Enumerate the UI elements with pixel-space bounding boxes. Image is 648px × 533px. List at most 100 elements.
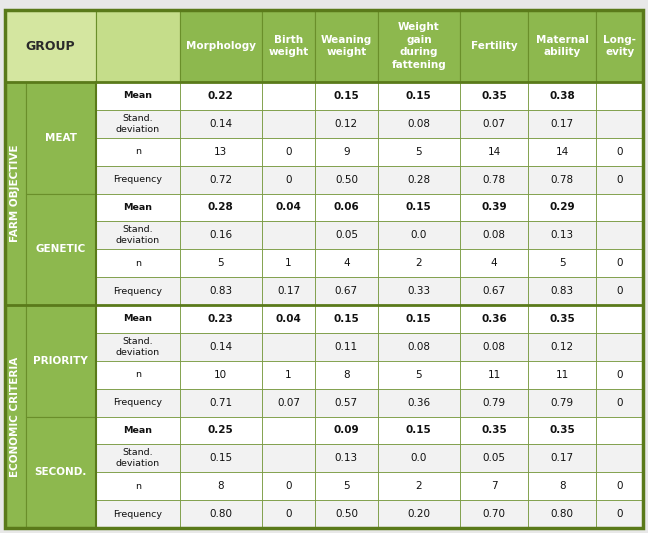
Text: 0.36: 0.36 [407,398,430,408]
Text: 0.50: 0.50 [335,175,358,184]
Bar [378,221,460,249]
Text: 0.79: 0.79 [483,398,505,408]
Text: 0.57: 0.57 [335,398,358,408]
Text: 0.13: 0.13 [335,453,358,463]
Text: n: n [135,147,141,156]
Bar [596,110,643,138]
Text: Frequency: Frequency [113,287,162,296]
Bar [179,166,262,193]
Text: Weaning
weight: Weaning weight [321,35,372,57]
Bar [378,82,460,110]
Bar [96,361,179,389]
Text: 0.17: 0.17 [551,119,573,129]
Text: 0.08: 0.08 [408,119,430,129]
Text: 0.35: 0.35 [550,314,575,324]
Bar [179,249,262,277]
Bar [179,277,262,305]
Text: 0.39: 0.39 [481,203,507,213]
Text: 0.67: 0.67 [335,286,358,296]
Bar [378,361,460,389]
Bar [262,166,315,193]
Bar [315,305,378,333]
Bar [460,10,528,82]
Bar [528,82,596,110]
Text: 0.33: 0.33 [407,286,430,296]
Bar [378,110,460,138]
Bar [179,333,262,361]
Bar [262,138,315,166]
Bar [315,277,378,305]
Bar [378,389,460,416]
Bar [596,416,643,445]
Text: 5: 5 [343,481,350,491]
Bar [96,472,179,500]
Text: Birth
weight: Birth weight [268,35,308,57]
Bar [460,138,528,166]
Bar [460,305,528,333]
Bar [596,193,643,221]
Text: 0.08: 0.08 [483,342,505,352]
Text: 4: 4 [343,258,350,268]
Bar [96,193,179,221]
Bar [378,472,460,500]
Bar [315,472,378,500]
Bar [315,416,378,445]
Bar [378,333,460,361]
Bar [378,138,460,166]
Bar [262,249,315,277]
Bar [528,277,596,305]
Bar [528,445,596,472]
Text: 0.67: 0.67 [483,286,505,296]
Bar [460,333,528,361]
Text: 0.0: 0.0 [411,230,427,240]
Bar [25,416,96,528]
Bar [596,277,643,305]
Text: 0: 0 [285,509,292,519]
Text: 0.28: 0.28 [208,203,234,213]
Text: Stand.
deviation: Stand. deviation [115,225,159,245]
Bar [25,193,96,305]
Bar [460,249,528,277]
Text: 0: 0 [616,258,623,268]
Bar [528,333,596,361]
Bar [315,10,378,82]
Text: 1: 1 [285,370,292,379]
Text: Mean: Mean [123,314,152,324]
Text: 0.70: 0.70 [483,509,505,519]
Bar [315,221,378,249]
Text: 10: 10 [214,370,227,379]
Text: 0.83: 0.83 [551,286,573,296]
Text: 0.0: 0.0 [411,453,427,463]
Bar [315,249,378,277]
Bar [596,138,643,166]
Text: Mean: Mean [123,92,152,100]
Bar [179,389,262,416]
Text: ECONOMIC CRITERIA: ECONOMIC CRITERIA [10,357,20,477]
Bar [315,361,378,389]
Bar [25,82,96,193]
Bar [179,472,262,500]
Bar [460,445,528,472]
Text: 0.83: 0.83 [209,286,233,296]
Text: 0: 0 [616,286,623,296]
Text: 0.08: 0.08 [483,230,505,240]
Text: 0.72: 0.72 [209,175,233,184]
Bar [378,10,460,82]
Text: 8: 8 [559,481,566,491]
Text: 0.38: 0.38 [550,91,575,101]
Text: 13: 13 [214,147,227,157]
Bar [96,110,179,138]
Bar [528,193,596,221]
Text: 0.78: 0.78 [483,175,505,184]
Text: Weight
gain
during
fattening: Weight gain during fattening [391,22,446,70]
Text: Stand.
deviation: Stand. deviation [115,448,159,469]
Text: 0.14: 0.14 [209,342,233,352]
Text: 0.15: 0.15 [209,453,233,463]
Text: 14: 14 [555,147,569,157]
Text: SECOND.: SECOND. [34,467,87,477]
Text: 0.50: 0.50 [335,509,358,519]
Text: 0: 0 [616,481,623,491]
Bar [96,10,179,82]
Bar [528,110,596,138]
Text: 0.05: 0.05 [335,230,358,240]
